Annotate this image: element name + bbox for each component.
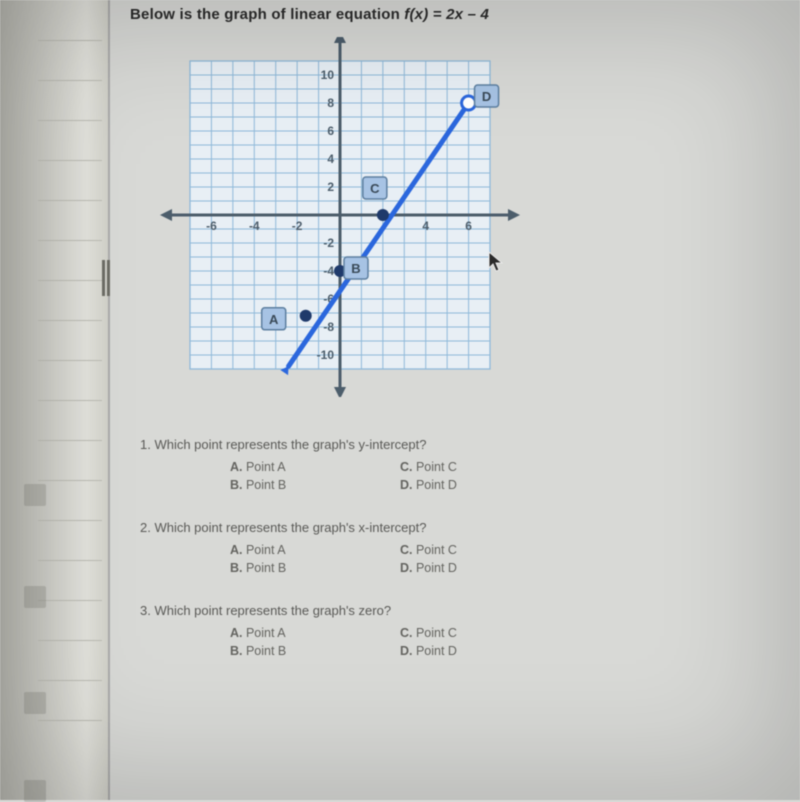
choice[interactable]: D. Point D	[400, 478, 540, 492]
choice[interactable]: D. Point D	[400, 561, 540, 575]
svg-text:4: 4	[327, 152, 334, 166]
choice[interactable]: A. Point A	[230, 460, 370, 474]
svg-text:-4: -4	[249, 219, 260, 233]
choices-grid: A. Point A C. Point C B. Point B D. Point D	[230, 543, 780, 575]
svg-text:-2: -2	[292, 219, 303, 233]
title-prefix: Below is the graph of linear equation	[130, 6, 404, 23]
choice[interactable]: C. Point C	[400, 626, 540, 640]
question-text: 3. Which point represents the graph's ze…	[140, 603, 780, 618]
svg-text:-6: -6	[206, 219, 217, 233]
svg-text:-8: -8	[323, 320, 334, 334]
choices-grid: A. Point A C. Point C B. Point B D. Point D	[230, 626, 780, 658]
svg-text:A: A	[269, 312, 279, 327]
question-text: 1. Which point represents the graph's y-…	[140, 437, 780, 452]
svg-text:B: B	[351, 261, 360, 276]
choice[interactable]: B. Point B	[230, 478, 370, 492]
graph-svg: -6-4-246108642-2-4-6-8-10ABCD	[150, 37, 530, 397]
question-block: 1. Which point represents the graph's y-…	[140, 437, 780, 492]
cursor-icon	[488, 251, 504, 273]
svg-text:8: 8	[327, 96, 334, 110]
sidebar	[0, 0, 110, 800]
choice[interactable]: C. Point C	[400, 543, 540, 557]
choice[interactable]: A. Point A	[230, 626, 370, 640]
handle-icon	[102, 260, 112, 296]
choice[interactable]: D. Point D	[400, 644, 540, 658]
choice[interactable]: B. Point B	[230, 644, 370, 658]
question-text: 2. Which point represents the graph's x-…	[140, 520, 780, 535]
svg-text:6: 6	[465, 219, 472, 233]
choice[interactable]: B. Point B	[230, 561, 370, 575]
svg-text:4: 4	[422, 219, 429, 233]
svg-text:-2: -2	[323, 236, 334, 250]
choice[interactable]: C. Point C	[400, 460, 540, 474]
svg-text:6: 6	[327, 124, 334, 138]
question-block: 3. Which point represents the graph's ze…	[140, 603, 780, 658]
svg-text:-4: -4	[323, 264, 334, 278]
questions: 1. Which point represents the graph's y-…	[130, 437, 780, 658]
sidebar-ruled-lines	[38, 40, 102, 790]
title-equation: f(x) = 2x – 4	[404, 6, 489, 23]
svg-text:-10: -10	[317, 348, 335, 362]
svg-text:C: C	[370, 181, 380, 196]
page-title: Below is the graph of linear equation f(…	[130, 6, 780, 23]
worksheet-content: Below is the graph of linear equation f(…	[130, 6, 780, 658]
svg-text:2: 2	[327, 180, 334, 194]
choice[interactable]: A. Point A	[230, 543, 370, 557]
question-block: 2. Which point represents the graph's x-…	[140, 520, 780, 575]
svg-text:10: 10	[321, 68, 335, 82]
svg-text:D: D	[482, 89, 491, 104]
graph: -6-4-246108642-2-4-6-8-10ABCD	[150, 37, 530, 397]
choices-grid: A. Point A C. Point C B. Point B D. Point D	[230, 460, 780, 492]
